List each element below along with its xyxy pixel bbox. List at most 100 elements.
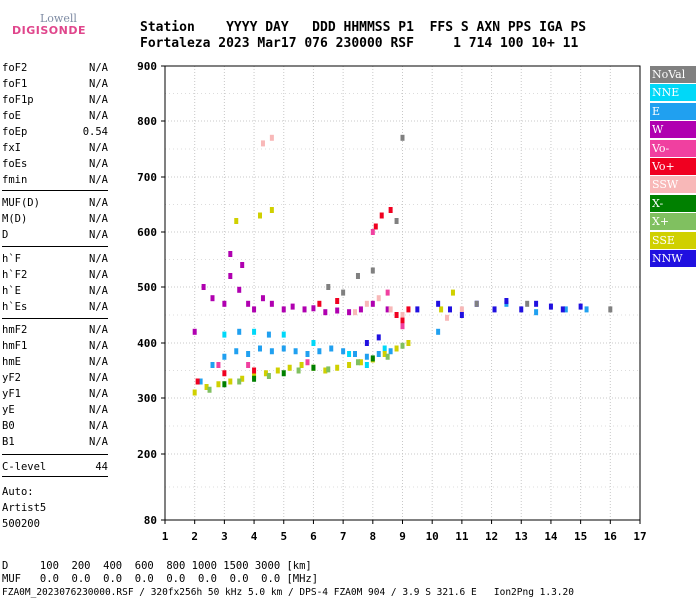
param-row: h`F2 N/A <box>2 269 108 281</box>
echo-point <box>237 378 242 385</box>
legend-item: SSW <box>650 176 696 194</box>
echo-point <box>269 207 274 213</box>
param-value: N/A <box>89 110 108 122</box>
param-label: foE <box>2 110 21 122</box>
y-tick-label: 800 <box>137 115 157 128</box>
echo-point <box>266 331 271 338</box>
param-value: N/A <box>89 372 108 384</box>
echo-point <box>525 300 530 307</box>
param-row: hmF2 N/A <box>2 324 108 336</box>
echo-point <box>548 303 553 310</box>
echo-point <box>281 345 286 352</box>
param-value: N/A <box>89 62 108 74</box>
echo-point <box>370 229 375 235</box>
param-value: N/A <box>89 158 108 170</box>
param-row: MUF(D) N/A <box>2 197 108 209</box>
header-line-2: Fortaleza 2023 Mar17 076 230000 RSF 1 71… <box>140 36 579 51</box>
param-label: hmE <box>2 356 21 368</box>
echo-point <box>519 306 524 313</box>
echo-point <box>459 306 464 313</box>
echo-point <box>358 306 363 313</box>
param-divider <box>2 476 108 477</box>
param-value: N/A <box>89 436 108 448</box>
param-row: hmF1 N/A <box>2 340 108 352</box>
param-label: D <box>2 229 9 241</box>
echo-point <box>222 370 227 377</box>
echo-point <box>281 306 286 313</box>
y-tick-label: 700 <box>137 171 157 184</box>
echo-point <box>355 273 360 279</box>
legend-item: Vo- <box>650 139 696 157</box>
echo-point <box>198 378 203 385</box>
x-tick-label: 12 <box>485 530 498 543</box>
echo-point <box>296 367 301 374</box>
echo-point <box>335 307 340 314</box>
legend-item: NoVal <box>650 66 696 83</box>
echo-point <box>258 212 262 219</box>
echo-point <box>216 362 221 368</box>
echo-point <box>388 207 393 213</box>
auto-label: Auto: <box>2 486 34 498</box>
param-label: h`Es <box>2 301 28 313</box>
param-label: hmF2 <box>2 324 28 336</box>
x-tick-label: 11 <box>455 530 469 543</box>
echo-point <box>323 367 328 374</box>
param-value: 0.54 <box>82 126 108 138</box>
echo-point <box>341 289 346 296</box>
param-value: N/A <box>89 142 108 154</box>
param-divider <box>2 246 108 247</box>
echo-point <box>204 384 209 390</box>
echo-point <box>222 353 227 360</box>
param-value: N/A <box>89 356 108 368</box>
echo-point <box>246 351 251 357</box>
echo-point <box>347 309 352 316</box>
echo-point <box>237 328 242 335</box>
x-tick-label: 9 <box>399 530 406 543</box>
echo-point <box>281 370 286 377</box>
echo-point <box>376 351 381 357</box>
echo-point <box>252 328 257 335</box>
echo-point <box>373 223 378 230</box>
y-tick-label: 200 <box>137 448 157 461</box>
auto-artist: Artist5 <box>2 502 47 514</box>
echo-point <box>353 309 357 316</box>
auto-info: Auto: Artist5 500200 <box>2 484 46 532</box>
param-label: foEp <box>2 126 28 138</box>
param-value: N/A <box>89 301 108 313</box>
echo-point <box>364 362 369 368</box>
param-label: C-level <box>2 461 47 473</box>
param-divider <box>2 454 108 455</box>
param-row: h`Es N/A <box>2 301 108 313</box>
echo-point <box>394 218 399 224</box>
echo-point <box>382 351 387 357</box>
echo-point <box>281 331 286 338</box>
param-label: fxI <box>2 142 21 154</box>
x-tick-label: 13 <box>515 530 528 543</box>
auto-code: 500200 <box>2 518 40 530</box>
echo-point <box>400 134 405 141</box>
echo-point <box>563 306 568 313</box>
param-label: MUF(D) <box>2 197 40 209</box>
param-label: h`E <box>2 285 21 297</box>
param-label: foEs <box>2 158 28 170</box>
echo-point <box>252 367 257 374</box>
plot-frame <box>164 65 641 521</box>
param-row: hmE N/A <box>2 356 108 368</box>
echo-point <box>240 375 245 382</box>
echo-point <box>263 370 268 377</box>
echo-point <box>222 300 227 307</box>
echo-point <box>347 362 352 368</box>
echo-point <box>355 359 360 366</box>
x-tick-label: 10 <box>426 530 439 543</box>
echo-point <box>388 348 393 355</box>
echo-point <box>376 295 381 302</box>
echo-point <box>370 267 375 274</box>
param-label: B1 <box>2 436 15 448</box>
echo-point <box>323 309 328 316</box>
param-label: foF1 <box>2 78 28 90</box>
param-row: h`F N/A <box>2 253 108 265</box>
x-tick-label: 8 <box>370 530 377 543</box>
echo-point <box>210 295 215 302</box>
x-tick-label: 2 <box>191 530 198 543</box>
